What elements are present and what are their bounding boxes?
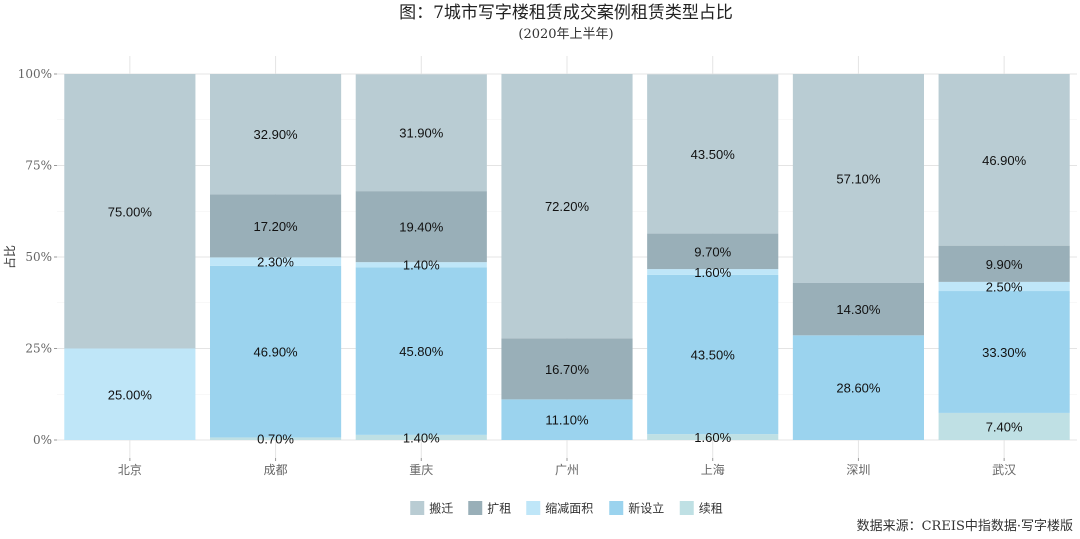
bar-segment bbox=[938, 245, 1070, 282]
plot-area: 0% 25% 50% 75% 100% 0.70% 1.40% 1.60% 7.40% 46.90… bbox=[18, 56, 1077, 477]
legend-swatch bbox=[526, 501, 541, 515]
data-label: 45.80% bbox=[399, 344, 444, 359]
data-label: 32.90% bbox=[254, 127, 299, 142]
bar-segment bbox=[938, 281, 1070, 292]
data-label: 28.60% bbox=[836, 381, 881, 396]
source-note: 数据来源：CREIS中指数据·写字楼版 bbox=[857, 519, 1073, 534]
y-axis-label: 占比 bbox=[2, 245, 17, 269]
bar-segment bbox=[938, 74, 1070, 246]
bar-segment bbox=[64, 348, 196, 440]
data-label: 43.50% bbox=[691, 147, 736, 162]
x-tick-label: 重庆 bbox=[409, 463, 433, 477]
x-tick-label: 上海 bbox=[701, 462, 725, 477]
y-tick-label: 100% bbox=[18, 67, 52, 81]
legend-label: 续租 bbox=[699, 502, 723, 516]
data-label: 0.70% bbox=[257, 432, 294, 447]
legend-label: 扩租 bbox=[487, 502, 511, 516]
data-label: 1.40% bbox=[403, 430, 440, 445]
bar-segment bbox=[210, 74, 342, 195]
data-label: 19.40% bbox=[399, 220, 444, 235]
data-label: 17.20% bbox=[254, 219, 299, 234]
data-label: 25.00% bbox=[108, 387, 153, 402]
bar-segment bbox=[355, 434, 487, 440]
bar-segment bbox=[938, 412, 1070, 440]
bar-segment bbox=[355, 262, 487, 268]
bar-segment bbox=[210, 265, 342, 438]
bar-segment bbox=[647, 274, 779, 435]
data-label: 46.90% bbox=[254, 345, 299, 360]
x-tick-label: 广州 bbox=[555, 463, 579, 477]
bar-segment bbox=[792, 74, 924, 283]
data-label: 9.90% bbox=[986, 257, 1023, 272]
legend-swatch bbox=[468, 501, 483, 515]
bar-segment bbox=[501, 338, 633, 400]
bar-segment bbox=[64, 74, 196, 349]
data-label: 7.40% bbox=[986, 419, 1023, 434]
data-label: 33.30% bbox=[982, 345, 1027, 360]
data-label: 75.00% bbox=[108, 204, 153, 219]
data-label: 14.30% bbox=[836, 302, 881, 317]
legend-swatch bbox=[679, 501, 694, 515]
data-label: 46.90% bbox=[982, 153, 1027, 168]
bar-segment bbox=[792, 282, 924, 336]
data-label: 1.60% bbox=[694, 265, 731, 280]
chart-title: 图：7城市写字楼租赁成交案例租赁类型占比 bbox=[399, 3, 733, 23]
y-tick-label: 75% bbox=[25, 159, 52, 173]
bar-segment bbox=[355, 191, 487, 263]
bar-segment bbox=[647, 434, 779, 440]
bar-segment bbox=[501, 74, 633, 339]
data-label: 11.10% bbox=[545, 413, 589, 428]
data-label: 31.90% bbox=[399, 126, 444, 141]
bar-segment bbox=[647, 233, 779, 270]
bar-segment bbox=[210, 257, 342, 266]
x-tick-label: 成都 bbox=[264, 463, 288, 477]
legend-swatch bbox=[609, 501, 624, 515]
legend-label: 搬迁 bbox=[429, 501, 453, 516]
chart-subtitle: (2020年上半年) bbox=[518, 27, 613, 42]
bar-segment bbox=[355, 267, 487, 435]
legend-swatch bbox=[410, 501, 425, 515]
x-tick-label: 北京 bbox=[118, 463, 142, 477]
bar-segment bbox=[210, 194, 342, 258]
data-label: 57.10% bbox=[836, 171, 881, 186]
bar-segment bbox=[792, 335, 924, 440]
bar-segment bbox=[501, 399, 633, 440]
y-tick-label: 0% bbox=[33, 433, 52, 447]
bar-segment bbox=[355, 74, 487, 192]
bar-segment bbox=[647, 269, 779, 275]
legend: 搬迁 扩租 缩减面积 新设立 续租 bbox=[410, 501, 723, 516]
bar-segment bbox=[647, 74, 779, 234]
data-label: 2.50% bbox=[986, 279, 1023, 294]
y-tick-label: 50% bbox=[25, 250, 52, 264]
x-tick-label: 武汉 bbox=[992, 463, 1016, 477]
data-label: 2.30% bbox=[257, 255, 294, 270]
bar-segment bbox=[938, 291, 1070, 413]
bar-segment bbox=[210, 437, 342, 440]
y-tick-label: 25% bbox=[25, 342, 52, 356]
data-label: 72.20% bbox=[545, 199, 590, 214]
data-label: 1.60% bbox=[694, 430, 731, 445]
data-label: 9.70% bbox=[694, 244, 731, 259]
legend-label: 新设立 bbox=[628, 501, 664, 516]
x-tick-label: 深圳 bbox=[846, 463, 870, 477]
data-label: 16.70% bbox=[545, 362, 590, 377]
data-label: 43.50% bbox=[691, 348, 736, 363]
data-label: 1.40% bbox=[403, 258, 440, 273]
legend-label: 缩减面积 bbox=[545, 501, 593, 516]
